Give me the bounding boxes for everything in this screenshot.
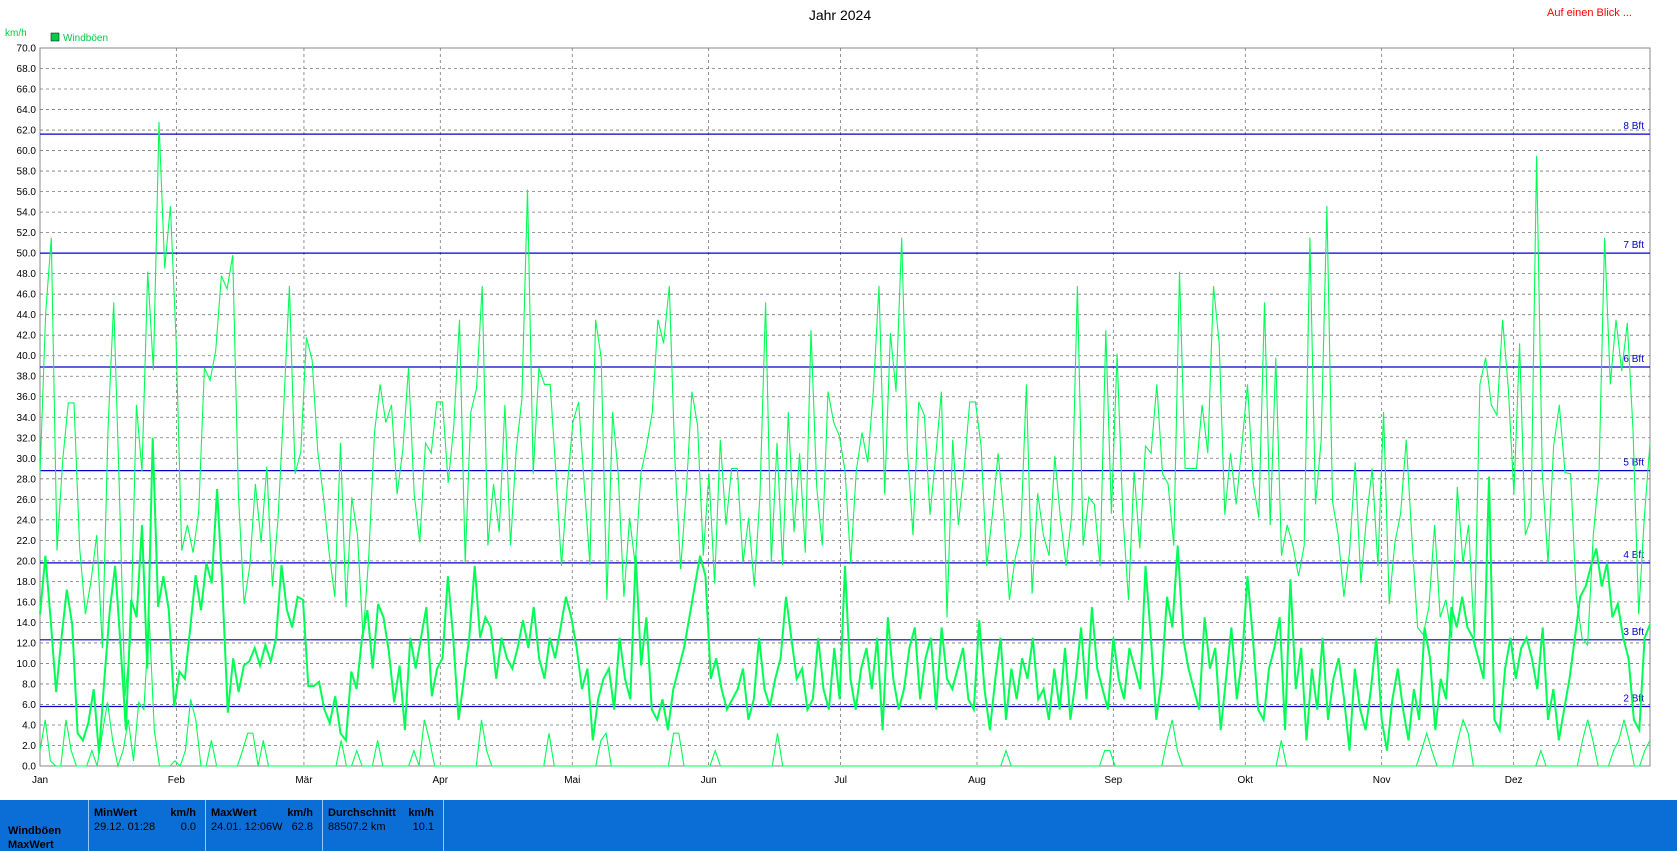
beaufort-label: 7 Bft	[1623, 240, 1644, 251]
x-tick-label: Nov	[1373, 775, 1391, 786]
y-tick-label: 30.0	[17, 454, 37, 465]
y-tick-label: 22.0	[17, 536, 37, 547]
y-tick-label: 26.0	[17, 495, 37, 506]
beaufort-label: 3 Bft	[1623, 627, 1644, 638]
y-tick-label: 18.0	[17, 577, 37, 588]
stats-max-value: 62.8	[291, 821, 313, 833]
y-tick-label: 12.0	[17, 638, 37, 649]
y-tick-label: 16.0	[17, 597, 37, 608]
x-tick-label: Mär	[295, 775, 313, 786]
y-tick-label: 36.0	[17, 392, 37, 403]
stats-row-label-windboeen: Windböen	[8, 825, 62, 837]
series-line-mittel	[39, 437, 1651, 754]
x-tick-label: Apr	[433, 775, 449, 786]
y-tick-label: 54.0	[17, 208, 37, 219]
stats-bar: Windböen MaxWert MinWert km/h 29.12. 01:2…	[0, 800, 1677, 851]
y-axis-unit: km/h	[5, 28, 27, 39]
x-tick-label: Mai	[564, 775, 580, 786]
y-tick-label: 38.0	[17, 372, 37, 383]
stats-min-block: MinWert km/h 29.12. 01:28 0.0	[88, 800, 201, 851]
x-tick-label: Jan	[32, 775, 48, 786]
stats-min-value: 0.0	[180, 821, 196, 833]
stats-min-unit: km/h	[170, 807, 196, 819]
stats-avg-header: Durchschnitt	[328, 807, 396, 819]
stats-avg-sum: 88507.2 km	[328, 821, 386, 833]
stats-max-header: MaxWert	[211, 807, 257, 819]
y-tick-label: 48.0	[17, 269, 37, 280]
y-tick-label: 58.0	[17, 167, 37, 178]
y-tick-label: 40.0	[17, 351, 37, 362]
beaufort-label: 6 Bft	[1623, 354, 1644, 365]
y-tick-label: 24.0	[17, 515, 37, 526]
y-tick-label: 14.0	[17, 618, 37, 629]
legend-swatch	[50, 32, 60, 42]
x-tick-label: Sep	[1104, 775, 1122, 786]
y-tick-label: 60.0	[17, 146, 37, 157]
y-tick-label: 20.0	[17, 556, 37, 567]
y-tick-label: 64.0	[17, 105, 37, 116]
y-tick-label: 44.0	[17, 310, 37, 321]
stats-max-date: 24.01. 12:06	[211, 821, 273, 833]
stats-max-unit: km/h	[287, 807, 313, 819]
y-tick-label: 70.0	[17, 44, 37, 55]
y-tick-label: 34.0	[17, 413, 37, 424]
y-tick-label: 2.0	[22, 741, 36, 752]
y-tick-label: 28.0	[17, 474, 37, 485]
series-line-minwert	[39, 617, 1651, 769]
y-tick-label: 66.0	[17, 85, 37, 96]
stats-max-dir: W	[272, 821, 283, 833]
x-tick-label: Aug	[968, 775, 986, 786]
series-line-maxwert	[39, 121, 1651, 697]
x-tick-label: Jun	[701, 775, 717, 786]
y-tick-label: 8.0	[22, 679, 36, 690]
stats-row-labels: Windböen MaxWert	[8, 824, 61, 852]
y-tick-label: 68.0	[17, 64, 37, 75]
legend-label: Windböen	[63, 33, 108, 44]
y-tick-label: 46.0	[17, 290, 37, 301]
stats-avg-value: 10.1	[412, 821, 434, 833]
x-tick-label: Okt	[1238, 775, 1254, 786]
stats-avg-block: Durchschnitt km/h 88507.2 km 10.1	[322, 800, 439, 851]
x-tick-label: Jul	[834, 775, 847, 786]
x-tick-label: Dez	[1505, 775, 1523, 786]
stats-row-label-maxwert: MaxWert	[8, 839, 54, 851]
y-tick-label: 42.0	[17, 331, 37, 342]
beaufort-label: 8 Bft	[1623, 121, 1644, 132]
stats-min-header: MinWert	[94, 807, 138, 819]
chart: Jahr 2024 Auf einen Blick ... km/h Windb…	[5, 7, 1651, 786]
stats-min-date: 29.12. 01:28	[94, 821, 156, 833]
x-tick-label: Feb	[168, 775, 186, 786]
y-tick-label: 0.0	[22, 762, 36, 773]
y-tick-label: 4.0	[22, 720, 36, 731]
stats-avg-unit: km/h	[408, 807, 434, 819]
beaufort-label: 4 Bft	[1623, 550, 1644, 561]
y-tick-label: 56.0	[17, 187, 37, 198]
y-tick-label: 52.0	[17, 228, 37, 239]
y-tick-label: 10.0	[17, 659, 37, 670]
chart-title: Jahr 2024	[809, 7, 871, 23]
y-tick-label: 32.0	[17, 433, 37, 444]
stats-max-block: MaxWert km/h 24.01. 12:06W 62.8	[205, 800, 318, 851]
beaufort-label: 2 Bft	[1623, 694, 1644, 705]
overview-link[interactable]: Auf einen Blick ...	[1547, 7, 1632, 19]
y-tick-label: 6.0	[22, 700, 36, 711]
y-tick-label: 50.0	[17, 249, 37, 260]
plot-area	[39, 47, 1651, 767]
y-tick-label: 62.0	[17, 126, 37, 137]
stats-end-divider	[443, 800, 444, 851]
